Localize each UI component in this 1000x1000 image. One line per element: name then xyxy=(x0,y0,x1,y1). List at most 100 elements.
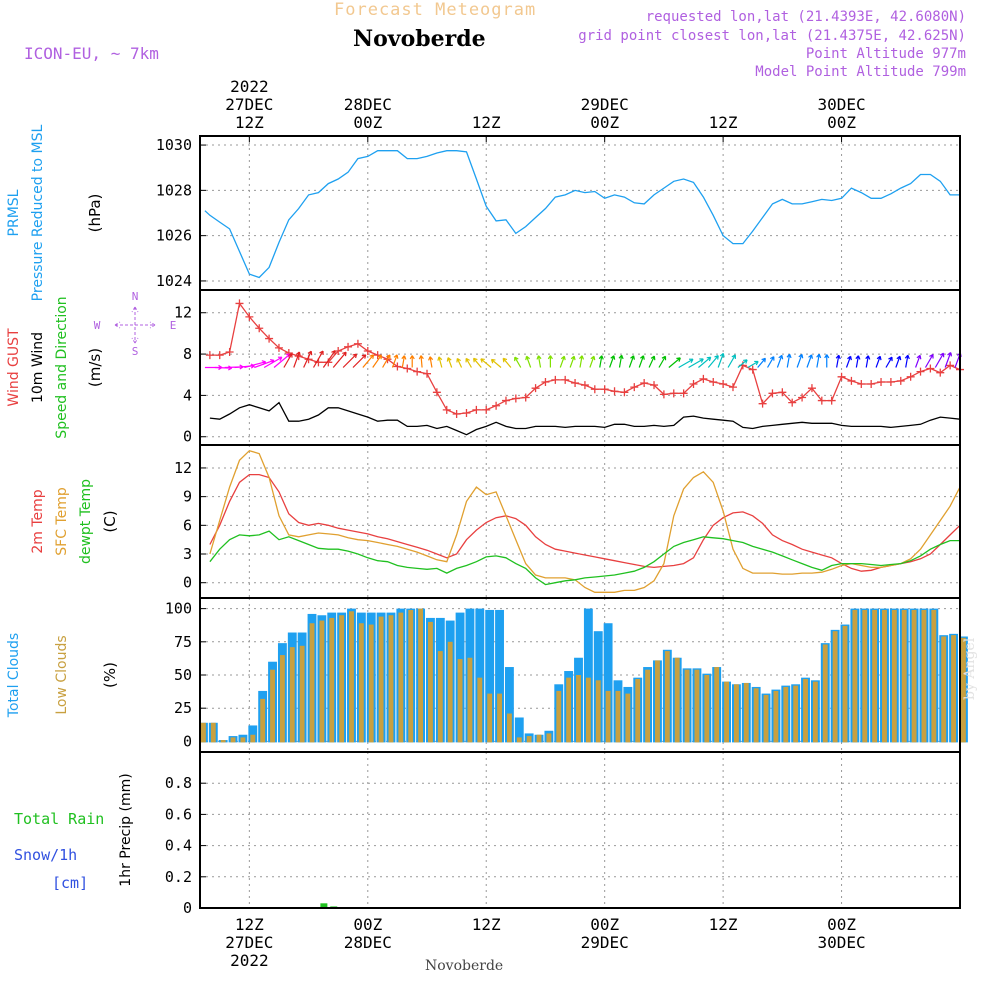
low-cloud-bar xyxy=(951,635,956,743)
wind-arrow xyxy=(312,350,324,368)
low-cloud-bar xyxy=(250,734,256,743)
low-cloud-bar xyxy=(733,684,739,743)
wind-arrow xyxy=(342,353,358,368)
gust-marker xyxy=(896,376,905,385)
point-altitude: Point Altitude 977m xyxy=(805,46,966,62)
y-tick-label: 100 xyxy=(165,600,192,618)
wind-arrow xyxy=(767,356,775,368)
wind-arrow xyxy=(698,356,712,368)
y-axis-label: Wind GUST xyxy=(6,328,22,407)
total-cloud-bar xyxy=(485,609,495,743)
time-label-top: 12Z xyxy=(235,113,264,132)
wind-arrow xyxy=(391,354,399,368)
wind-arrow xyxy=(924,353,934,368)
gust-marker xyxy=(462,408,471,417)
footer-location: Novoberde xyxy=(425,958,504,974)
low-cloud-bar xyxy=(674,657,680,743)
low-cloud-bar xyxy=(339,615,345,743)
model-label: ICON-EU, ~ 7km xyxy=(24,44,159,63)
wind-arrow xyxy=(727,354,736,368)
low-cloud-bar xyxy=(832,631,838,743)
gust-marker xyxy=(442,405,451,414)
gust-marker xyxy=(926,364,935,373)
time-label-bottom: 27DEC xyxy=(225,933,273,952)
wind-arrow xyxy=(446,357,453,368)
low-cloud-bar xyxy=(961,637,966,743)
low-cloud-bar xyxy=(309,623,315,743)
y-tick-label: 0.8 xyxy=(165,774,192,792)
gust-marker xyxy=(847,376,856,385)
low-cloud-bar xyxy=(467,657,473,743)
low-cloud-bar xyxy=(457,659,463,743)
series-line xyxy=(209,473,961,572)
gust-marker xyxy=(946,361,955,370)
low-cloud-bar xyxy=(585,677,591,743)
gust-marker xyxy=(561,375,570,384)
low-cloud-bar xyxy=(704,675,710,743)
low-cloud-bar xyxy=(319,620,325,743)
low-cloud-bar xyxy=(635,678,641,743)
wind-arrow xyxy=(747,360,759,369)
wind-arrow xyxy=(895,355,902,368)
wind-arrow xyxy=(480,358,492,368)
wind-arrow xyxy=(598,355,604,368)
total-cloud-bar xyxy=(583,608,593,743)
gust-marker xyxy=(472,405,481,414)
y-axis-label: Pressure Reduced to MSL xyxy=(30,124,46,301)
wind-arrow xyxy=(658,355,667,368)
low-cloud-bar xyxy=(576,675,581,743)
wind-arrow xyxy=(525,355,532,368)
watermark: by Angel xyxy=(962,637,978,700)
y-tick-label: 1030 xyxy=(156,136,192,154)
y-tick-label: 4 xyxy=(183,386,192,404)
low-cloud-bar xyxy=(911,609,917,743)
low-cloud-bar xyxy=(684,669,690,743)
compass-e: E xyxy=(170,319,177,332)
time-label-top: 29DEC xyxy=(581,95,629,114)
gust-marker xyxy=(798,393,807,402)
gust-marker xyxy=(452,410,461,418)
low-cloud-bar xyxy=(625,693,631,743)
low-cloud-bar xyxy=(526,736,532,743)
wind-arrow xyxy=(668,357,681,368)
total-cloud-bar xyxy=(495,609,504,743)
gust-marker xyxy=(274,343,283,352)
gust-marker xyxy=(580,381,589,390)
low-cloud-bar xyxy=(655,660,660,743)
gust-marker xyxy=(423,369,432,378)
time-label-top: 2022 xyxy=(230,77,269,96)
time-label-bottom: 00Z xyxy=(353,915,382,934)
low-cloud-bar xyxy=(872,609,878,743)
y-axis-label: Total Clouds xyxy=(6,633,22,718)
wind-arrow xyxy=(717,352,725,368)
time-label-bottom: 12Z xyxy=(709,915,738,934)
gust-marker xyxy=(225,348,234,356)
gust-marker xyxy=(886,377,895,386)
wind-arrow xyxy=(322,350,336,368)
gust-marker xyxy=(640,379,649,387)
time-label-top: 28DEC xyxy=(344,95,392,114)
precip-legend-label: Snow/1h xyxy=(14,846,77,864)
y-axis-label: Low Clouds xyxy=(54,635,70,714)
wind-arrow xyxy=(786,353,792,368)
y-tick-label: 0 xyxy=(183,899,192,917)
wind-arrow xyxy=(547,355,553,368)
panel-2: 0 3 6 9 12 2m Temp SFC Temp dewpt Temp (C) xyxy=(30,444,961,599)
low-cloud-bar xyxy=(220,740,226,743)
gust-marker xyxy=(827,396,836,405)
wind-arrow xyxy=(214,365,233,371)
low-cloud-bar xyxy=(714,667,720,743)
gust-marker xyxy=(255,324,264,333)
panel-4: 0 0.2 0.4 0.6 0.8 1hr Precip (mm) Total Rain Sn… xyxy=(14,751,961,917)
gust-marker xyxy=(807,384,816,393)
gust-marker xyxy=(748,365,757,374)
low-cloud-bar xyxy=(664,651,670,743)
low-cloud-bar xyxy=(270,669,275,743)
compass-w: W xyxy=(94,319,101,332)
low-cloud-bar xyxy=(842,625,848,743)
wind-arrow xyxy=(796,353,804,368)
gust-marker xyxy=(265,334,274,343)
time-label-top: 27DEC xyxy=(225,95,273,114)
series-line xyxy=(204,150,960,279)
wind-arrow xyxy=(559,355,566,368)
